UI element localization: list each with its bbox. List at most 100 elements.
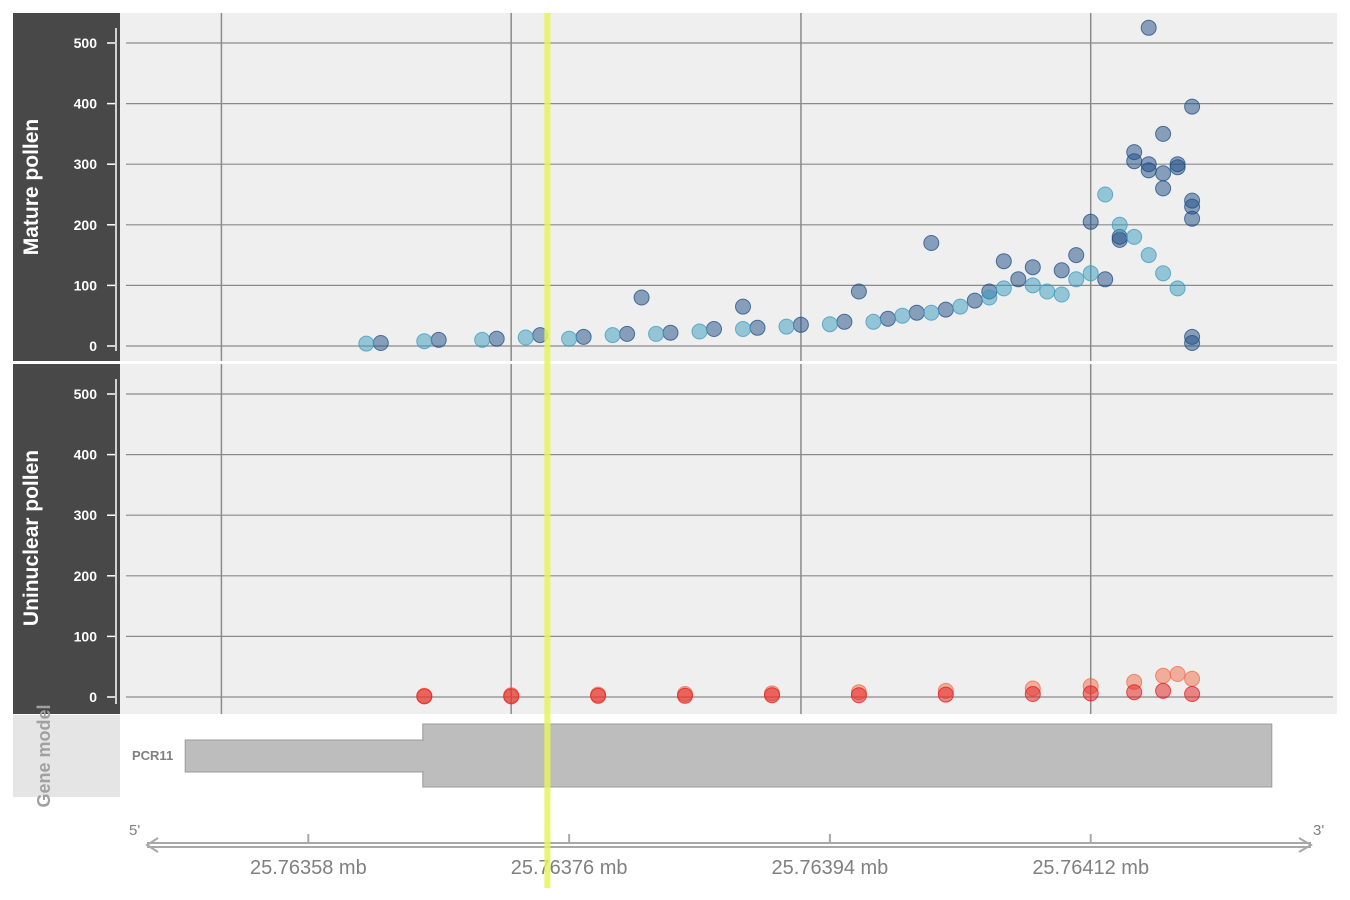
data-point — [981, 289, 998, 306]
y-tick-label: 400 — [74, 447, 98, 463]
data-point — [1039, 283, 1056, 300]
data-point — [633, 289, 650, 306]
data-point — [590, 687, 607, 704]
data-point — [1053, 262, 1070, 279]
data-point — [937, 301, 954, 318]
data-point — [1184, 210, 1201, 227]
data-point — [879, 310, 896, 327]
data-point — [1169, 280, 1186, 297]
data-point — [735, 321, 751, 337]
data-point — [706, 321, 722, 337]
data-point — [1155, 165, 1172, 182]
data-point — [1126, 153, 1143, 170]
right-arrowhead — [1298, 837, 1313, 853]
data-point — [503, 688, 520, 705]
data-point — [1155, 180, 1172, 197]
gene-block-join — [421, 741, 424, 771]
grid-layer — [126, 13, 1333, 714]
data-point — [1053, 286, 1070, 303]
data-point — [923, 235, 940, 251]
data-point — [1068, 271, 1085, 288]
data-point — [1169, 666, 1186, 682]
data-point — [1024, 277, 1041, 294]
data-point — [1155, 125, 1172, 142]
x-tick-label: 25.76358 mb — [250, 857, 367, 879]
data-point — [792, 316, 809, 333]
data-point — [648, 325, 665, 342]
highlight-line — [544, 13, 551, 888]
mature-title-bar — [13, 13, 120, 361]
data-point — [1126, 684, 1143, 701]
data-point — [1169, 159, 1186, 176]
data-point — [894, 307, 911, 324]
data-point — [1111, 216, 1128, 233]
data-point — [1068, 247, 1085, 264]
data-point — [778, 318, 795, 335]
y-tick-label: 100 — [74, 277, 98, 293]
data-point — [1184, 98, 1201, 115]
data-point — [1140, 247, 1157, 264]
data-point — [1126, 228, 1143, 245]
data-point — [1097, 186, 1114, 203]
data-point — [821, 316, 838, 333]
y-tick-label: 300 — [74, 507, 98, 523]
data-point — [1024, 259, 1041, 276]
data-point — [735, 298, 751, 315]
y-tick-label: 500 — [74, 386, 98, 402]
gene-cds-block — [422, 723, 1273, 788]
data-point — [995, 253, 1012, 270]
uninuclear-title-bar — [13, 364, 120, 714]
three-prime-label: 3' — [1313, 822, 1324, 839]
y-tick-label: 500 — [74, 35, 98, 51]
data-point — [1111, 231, 1128, 248]
data-point — [561, 330, 578, 347]
data-point — [836, 313, 853, 330]
data-point — [1140, 162, 1157, 179]
data-point — [488, 330, 505, 347]
gene-name-label: PCR11 — [132, 748, 173, 763]
uninuclear-pollen-title: Uninuclear pollen — [20, 450, 43, 626]
data-point — [1082, 265, 1099, 282]
data-point — [1155, 667, 1172, 684]
data-point — [865, 313, 882, 330]
data-point — [937, 686, 954, 703]
data-point — [1082, 213, 1099, 230]
gene-model-title: Gene model — [34, 704, 54, 807]
y-tick-label: 300 — [74, 156, 98, 172]
five-prime-label: 5' — [129, 822, 140, 839]
mature-pollen-title: Mature pollen — [20, 119, 43, 256]
data-point — [952, 298, 969, 315]
data-point — [1082, 685, 1099, 702]
data-point — [677, 687, 693, 704]
data-point — [619, 325, 636, 342]
y-tick-label: 0 — [89, 689, 97, 705]
uninuclear-panel-background — [120, 364, 1337, 714]
data-point — [604, 327, 621, 344]
y-tick-label: 200 — [74, 217, 98, 233]
gene-title-bar — [13, 715, 120, 797]
data-point — [995, 280, 1012, 297]
data-point — [691, 323, 708, 340]
x-tick-label: 25.76412 mb — [1032, 857, 1149, 879]
y-tick-label: 0 — [89, 338, 97, 354]
data-point — [850, 283, 867, 300]
data-point — [474, 331, 491, 348]
data-point — [764, 687, 780, 704]
data-point — [908, 304, 925, 321]
data-point — [358, 335, 375, 352]
data-point — [1140, 19, 1157, 36]
data-point — [923, 304, 940, 321]
y-tick-label: 200 — [74, 568, 98, 584]
data-point — [966, 292, 983, 309]
data-point — [1184, 670, 1201, 687]
data-point — [372, 335, 389, 351]
y-tick-label: 400 — [74, 96, 98, 112]
data-point — [850, 687, 867, 704]
data-point — [1024, 686, 1041, 702]
y-tick-label: 100 — [74, 628, 98, 644]
data-point — [1097, 271, 1114, 288]
data-point — [1184, 335, 1201, 351]
x-tick-label: 25.76394 mb — [772, 857, 889, 879]
data-point — [749, 319, 766, 336]
